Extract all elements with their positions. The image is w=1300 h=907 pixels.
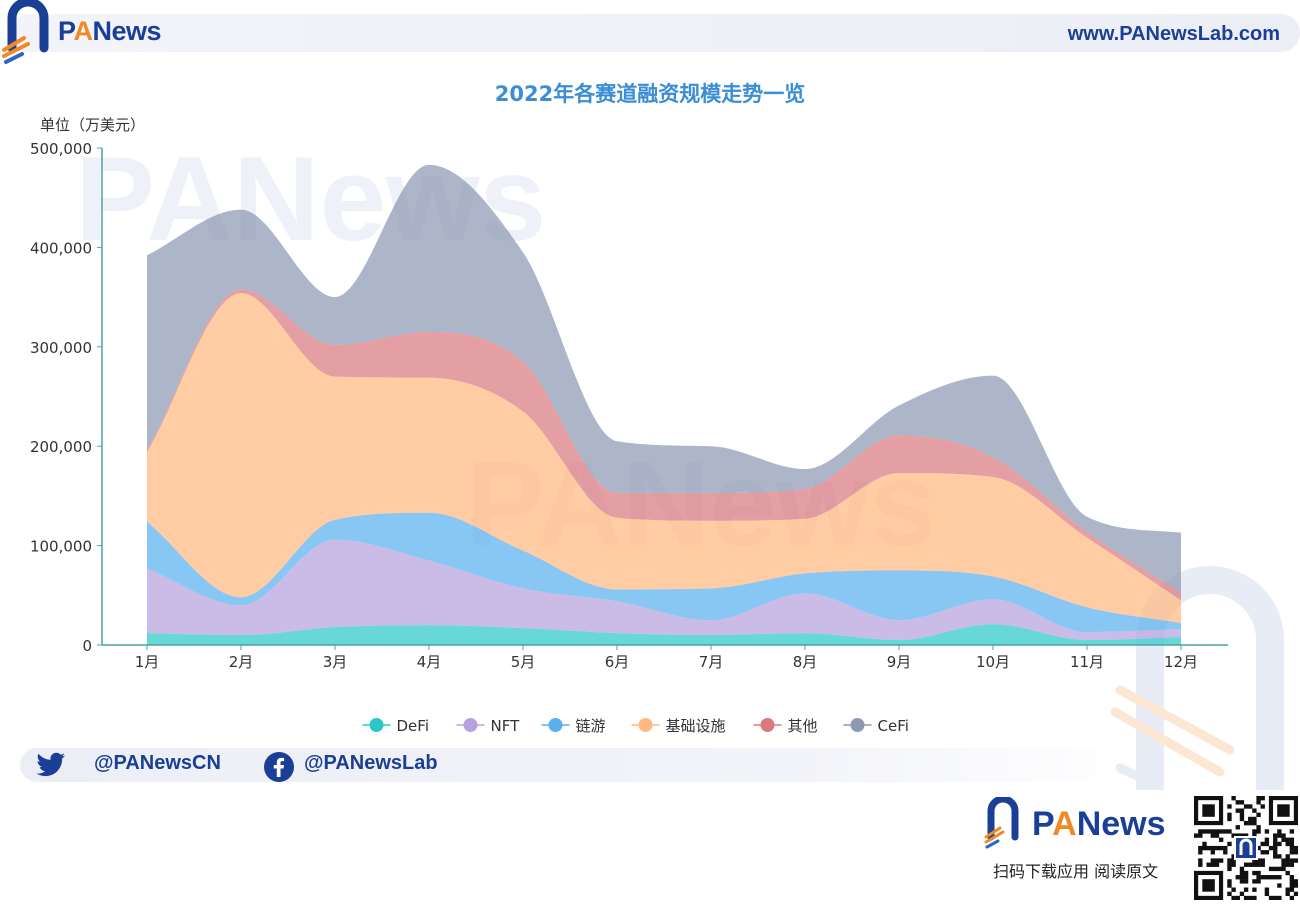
footer-logo-icon — [984, 797, 1019, 849]
area-series-2[interactable] — [147, 512, 1181, 633]
area-series-4[interactable] — [147, 289, 1181, 601]
x-tick-label: 2月 — [229, 653, 254, 671]
legend-item[interactable]: DeFi — [362, 717, 429, 735]
brand-logo-text: PANews — [58, 16, 162, 47]
y-tick-label: 400,000 — [30, 239, 92, 257]
x-tick-label: 10月 — [976, 653, 1010, 671]
site-url[interactable]: www.PANewsLab.com — [1067, 23, 1280, 45]
twitter-handle[interactable]: @PANewsCN — [94, 752, 221, 774]
brand-a: A — [73, 16, 94, 46]
legend-label: 其他 — [788, 717, 818, 735]
area-series-5[interactable] — [147, 164, 1181, 593]
legend-label: CeFi — [878, 717, 909, 735]
footer-brand-text: PANews — [1032, 805, 1166, 844]
y-tick-label: 500,000 — [30, 140, 92, 158]
x-tick-label: 1月 — [135, 653, 160, 671]
y-tick-label: 100,000 — [30, 538, 92, 556]
area-series-0[interactable] — [147, 624, 1181, 645]
legend-label: 基础设施 — [666, 717, 726, 735]
x-tick-label: 12月 — [1164, 653, 1198, 671]
y-axis-label: 单位（万美元） — [40, 116, 145, 134]
brand-rest: News — [92, 16, 162, 46]
area-series-group — [147, 164, 1181, 645]
qr-code-icon[interactable] — [1194, 796, 1298, 900]
x-tick-label: 6月 — [605, 653, 630, 671]
panews-logo-icon — [2, 0, 49, 64]
legend-item[interactable]: CeFi — [843, 717, 909, 735]
legend-marker — [463, 718, 478, 732]
x-tick-label: 9月 — [887, 653, 912, 671]
legend-item[interactable]: 其他 — [753, 717, 818, 735]
x-tick-label: 3月 — [323, 653, 348, 671]
x-tick-label: 4月 — [417, 653, 442, 671]
social-bar — [20, 748, 1140, 782]
legend-marker — [638, 718, 653, 732]
area-series-1[interactable] — [147, 539, 1181, 641]
header-bar — [10, 14, 1300, 52]
y-tick-label: 0 — [82, 637, 92, 655]
x-tick-label: 7月 — [699, 653, 724, 671]
footer-brand-rest: News — [1076, 805, 1166, 843]
facebook-icon[interactable] — [263, 751, 295, 783]
legend-marker — [369, 718, 384, 732]
legend-item[interactable]: NFT — [456, 717, 521, 735]
legend-label: NFT — [491, 717, 521, 735]
y-tick-label: 200,000 — [30, 438, 92, 456]
legend-label: 链游 — [576, 717, 606, 735]
legend-group: DeFi NFT 链游 基础设施 其他 CeFi — [362, 717, 909, 735]
legend-marker — [850, 718, 865, 732]
legend-marker — [548, 718, 563, 732]
x-tick-label: 5月 — [511, 653, 536, 671]
x-tick-label: 8月 — [793, 653, 818, 671]
legend-label: DeFi — [397, 717, 429, 735]
legend-item[interactable]: 链游 — [541, 717, 606, 735]
footer-caption: 扫码下载应用 阅读原文 — [993, 862, 1159, 881]
footer-brand-a: A — [1052, 805, 1077, 843]
y-tick-label: 300,000 — [30, 339, 92, 357]
twitter-icon[interactable] — [36, 752, 66, 778]
legend-item[interactable]: 基础设施 — [631, 717, 726, 735]
facebook-handle[interactable]: @PANewsLab — [304, 752, 438, 774]
legend-marker — [760, 718, 775, 732]
axes-group: 0 100,000 200,000 300,000 400,000 500,000 单位（万… — [30, 116, 1228, 671]
chart-title: 2022年各赛道融资规模走势一览 — [494, 82, 806, 106]
brand-p: P — [58, 16, 74, 46]
footer-brand-p: P — [1032, 805, 1053, 843]
x-tick-label: 11月 — [1070, 653, 1104, 671]
area-series-3[interactable] — [147, 293, 1181, 624]
